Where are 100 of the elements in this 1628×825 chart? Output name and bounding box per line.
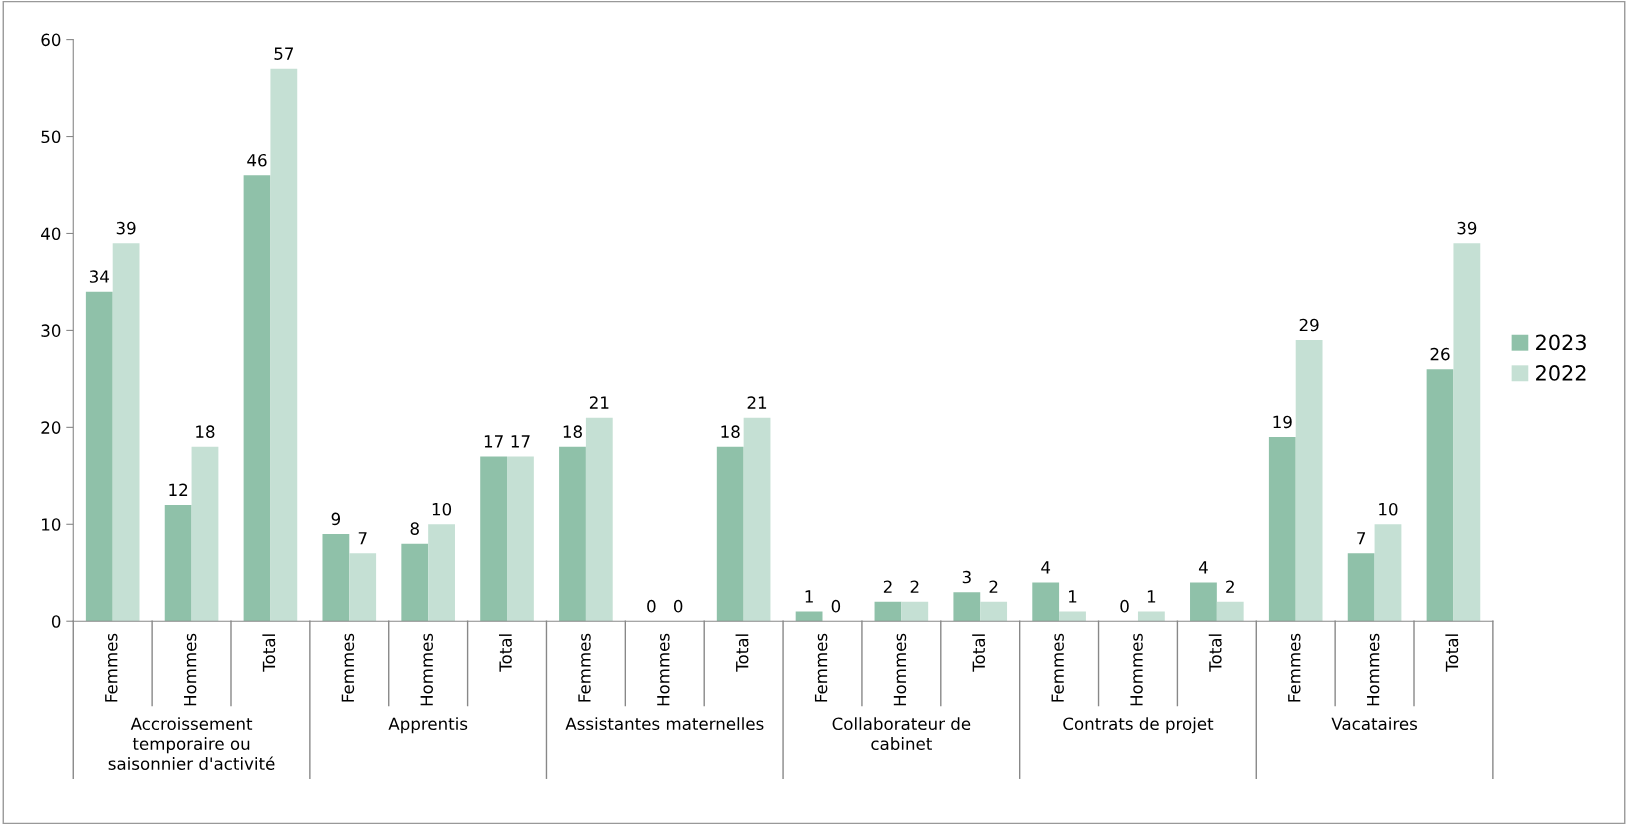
bar bbox=[953, 592, 981, 622]
data-label: 21 bbox=[747, 396, 767, 409]
bar bbox=[716, 446, 744, 622]
bar bbox=[1137, 611, 1165, 622]
text: Assistantes maternelles bbox=[565, 717, 764, 731]
bar bbox=[164, 504, 192, 622]
x-tick-label: Total bbox=[498, 634, 512, 672]
bar bbox=[559, 446, 586, 622]
bar bbox=[585, 417, 613, 622]
bar bbox=[243, 175, 271, 622]
bar bbox=[191, 446, 219, 622]
data-label: 0 bbox=[647, 599, 656, 613]
y-tick-label: 0 bbox=[51, 615, 61, 628]
data-label: 57 bbox=[274, 47, 294, 60]
y-tick-label: 10 bbox=[42, 518, 61, 531]
text: Apprentis bbox=[388, 717, 468, 734]
data-label: 21 bbox=[589, 396, 609, 409]
data-label: 18 bbox=[196, 425, 215, 438]
x-tick-label: Femmes bbox=[341, 633, 355, 702]
bar bbox=[322, 533, 350, 622]
data-label: 8 bbox=[410, 522, 419, 535]
x-tick-label: Total bbox=[1208, 634, 1222, 672]
data-label: 17 bbox=[484, 435, 503, 448]
data-label: 19 bbox=[1273, 415, 1292, 429]
data-label: 0 bbox=[831, 599, 841, 613]
bar bbox=[1426, 369, 1454, 622]
data-label: 7 bbox=[1357, 532, 1366, 545]
data-label: 39 bbox=[1457, 221, 1477, 235]
data-label: 1 bbox=[1069, 590, 1077, 603]
data-label: 0 bbox=[1120, 599, 1129, 613]
text: Collaborateur de cabinet bbox=[832, 717, 971, 751]
legend-label: 2022 bbox=[1536, 365, 1586, 381]
data-label: 2 bbox=[1226, 580, 1234, 593]
y-tick-label: 50 bbox=[41, 130, 61, 144]
data-label: 18 bbox=[563, 425, 582, 438]
x-tick-label: Total bbox=[1445, 634, 1459, 672]
bar bbox=[1453, 243, 1481, 622]
bar bbox=[1268, 437, 1296, 622]
bar bbox=[874, 601, 902, 622]
data-label: 3 bbox=[962, 570, 971, 584]
data-label: 12 bbox=[169, 483, 188, 496]
data-label: 2 bbox=[910, 580, 919, 593]
bar bbox=[270, 68, 298, 622]
x-tick-label: Total bbox=[262, 634, 276, 672]
x-tick-label: Femmes bbox=[814, 633, 828, 702]
bar bbox=[1374, 524, 1402, 622]
x-tick-label: Femmes bbox=[1051, 633, 1064, 702]
bar bbox=[743, 417, 771, 622]
data-label: 10 bbox=[432, 502, 452, 516]
y-tick-label: 60 bbox=[41, 33, 61, 47]
text: Accroissement temporaire ou saisonnier d'activité bbox=[108, 717, 275, 770]
x-tick-label: Femmes bbox=[578, 633, 591, 702]
data-label: 7 bbox=[358, 532, 367, 545]
bar bbox=[1295, 340, 1323, 622]
data-label: 4 bbox=[1198, 561, 1208, 574]
x-tick-label: Hommes bbox=[1367, 633, 1380, 706]
data-label: 18 bbox=[721, 425, 740, 438]
bar bbox=[507, 456, 534, 622]
bar bbox=[480, 456, 508, 622]
data-label: 17 bbox=[511, 435, 530, 448]
data-label: 0 bbox=[673, 599, 683, 613]
bar bbox=[85, 291, 113, 622]
bar bbox=[1347, 553, 1375, 622]
x-tick-label: Hommes bbox=[184, 633, 197, 706]
y-tick-label: 40 bbox=[41, 227, 61, 241]
bar bbox=[901, 601, 929, 622]
x-tick-label: Hommes bbox=[1130, 633, 1143, 706]
bar bbox=[349, 553, 377, 622]
y-tick-label: 20 bbox=[41, 421, 61, 434]
data-label: 26 bbox=[1430, 347, 1450, 361]
data-label: 46 bbox=[247, 153, 267, 167]
bar bbox=[428, 524, 455, 622]
bar bbox=[1190, 582, 1217, 622]
x-tick-label: Hommes bbox=[657, 633, 670, 706]
x-tick-label: Total bbox=[735, 634, 749, 672]
data-label: 4 bbox=[1041, 561, 1051, 574]
x-tick-label: Total bbox=[972, 634, 986, 672]
data-label: 9 bbox=[331, 512, 341, 526]
bar bbox=[1059, 611, 1086, 622]
bar bbox=[401, 543, 429, 622]
bar bbox=[1216, 601, 1244, 622]
text: Contrats de projet bbox=[1063, 717, 1214, 734]
bar bbox=[795, 611, 823, 622]
data-label: 2 bbox=[883, 580, 892, 593]
data-label: 34 bbox=[89, 270, 109, 283]
bar bbox=[112, 243, 140, 622]
data-label: 1 bbox=[805, 590, 813, 603]
data-label: 1 bbox=[1147, 590, 1156, 603]
text: Vacataires bbox=[1331, 717, 1418, 731]
bar bbox=[980, 601, 1008, 622]
x-tick-label: Hommes bbox=[420, 633, 433, 706]
x-tick-label: Femmes bbox=[105, 633, 118, 702]
data-label: 39 bbox=[116, 221, 136, 235]
legend-label: 2023 bbox=[1536, 334, 1586, 351]
bar bbox=[1032, 582, 1060, 622]
y-tick-label: 30 bbox=[41, 324, 61, 337]
data-label: 10 bbox=[1379, 502, 1398, 516]
data-label: 29 bbox=[1299, 318, 1319, 332]
x-tick-label: Hommes bbox=[893, 633, 907, 706]
x-tick-label: Femmes bbox=[1288, 633, 1301, 702]
